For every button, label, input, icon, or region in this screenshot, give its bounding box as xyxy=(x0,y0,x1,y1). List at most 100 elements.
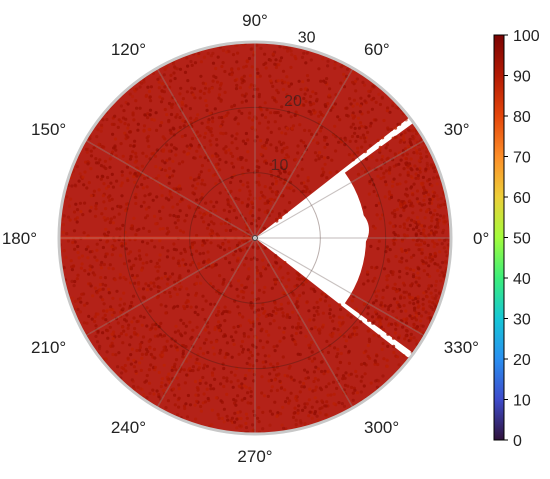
data-point xyxy=(286,49,290,53)
data-point xyxy=(86,162,90,166)
data-point xyxy=(287,278,291,282)
data-point xyxy=(398,295,403,299)
data-point xyxy=(242,74,246,78)
data-point xyxy=(394,254,398,259)
data-point xyxy=(332,327,336,331)
polar-outer-ring xyxy=(57,40,453,436)
data-point xyxy=(274,255,278,259)
data-point xyxy=(271,52,275,56)
data-point xyxy=(392,350,396,355)
data-point xyxy=(402,222,406,226)
data-point xyxy=(439,196,443,201)
data-point xyxy=(287,84,291,88)
data-point xyxy=(392,177,396,181)
data-point xyxy=(368,179,372,184)
data-point xyxy=(62,249,66,253)
data-point xyxy=(186,269,191,273)
data-point xyxy=(255,271,259,275)
data-point xyxy=(219,399,223,403)
grid-spoke-outer xyxy=(254,139,426,239)
data-point xyxy=(178,369,182,373)
grid-spoke-outer xyxy=(156,67,256,239)
data-point xyxy=(170,105,174,109)
data-point xyxy=(78,296,82,300)
data-point xyxy=(435,223,439,227)
data-point xyxy=(195,386,199,390)
data-point xyxy=(133,160,137,164)
data-point xyxy=(262,394,267,398)
data-point xyxy=(414,280,418,284)
data-point xyxy=(359,379,363,383)
data-point xyxy=(207,87,211,91)
data-point xyxy=(256,416,260,420)
data-point xyxy=(59,278,62,282)
data-point xyxy=(106,230,111,234)
data-point xyxy=(334,93,338,97)
data-point xyxy=(234,227,238,231)
data-point xyxy=(432,233,436,237)
data-point xyxy=(260,375,264,379)
data-point xyxy=(317,327,321,331)
data-point xyxy=(180,100,184,104)
data-point xyxy=(134,155,138,159)
data-point xyxy=(257,173,261,178)
data-point xyxy=(103,276,107,280)
data-point xyxy=(87,314,91,318)
data-point xyxy=(269,111,273,115)
data-point xyxy=(316,418,320,422)
data-point xyxy=(435,299,439,303)
data-point xyxy=(209,302,213,306)
data-point xyxy=(435,182,439,186)
theta-tick-label: 300° xyxy=(364,418,399,437)
data-point xyxy=(194,207,198,211)
data-point xyxy=(399,214,403,218)
data-point xyxy=(239,249,243,253)
data-point xyxy=(224,187,228,192)
data-point xyxy=(210,133,214,137)
data-point xyxy=(335,355,339,359)
data-point xyxy=(143,194,147,198)
data-point xyxy=(108,198,112,203)
data-point xyxy=(213,172,217,177)
data-point xyxy=(182,344,186,348)
data-point xyxy=(186,293,190,297)
data-point xyxy=(166,399,170,403)
data-point xyxy=(404,328,409,333)
data-point xyxy=(317,125,321,130)
data-point xyxy=(250,222,254,226)
data-point xyxy=(198,134,202,138)
data-point xyxy=(135,174,139,178)
data-point xyxy=(181,355,185,359)
data-point xyxy=(189,176,193,180)
data-point xyxy=(386,258,390,262)
data-point xyxy=(248,189,252,193)
data-point xyxy=(393,212,397,216)
data-point xyxy=(244,412,248,416)
data-point xyxy=(348,139,352,143)
data-point xyxy=(69,175,74,179)
data-point xyxy=(293,96,297,100)
data-point xyxy=(227,240,231,244)
data-point xyxy=(420,251,424,255)
data-point xyxy=(423,188,427,192)
data-point xyxy=(325,400,329,404)
data-point xyxy=(436,269,440,273)
data-point xyxy=(269,130,273,134)
data-point xyxy=(328,87,332,91)
data-point xyxy=(213,377,217,381)
data-point xyxy=(145,288,149,292)
data-point xyxy=(405,259,409,263)
data-point xyxy=(275,365,279,369)
data-point xyxy=(301,153,305,157)
data-point xyxy=(101,331,105,335)
data-point xyxy=(217,309,221,314)
data-point xyxy=(129,281,133,285)
data-point xyxy=(249,83,253,87)
data-point xyxy=(181,119,185,123)
data-point xyxy=(114,317,119,321)
data-point xyxy=(414,139,418,143)
data-point xyxy=(298,123,302,127)
data-point xyxy=(171,205,175,209)
data-point xyxy=(74,202,78,206)
data-point xyxy=(385,143,390,147)
